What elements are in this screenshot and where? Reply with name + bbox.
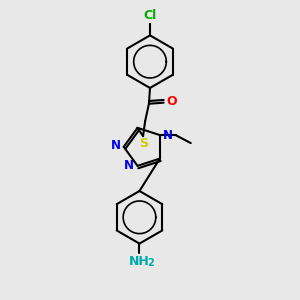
Text: N: N <box>163 129 173 142</box>
Text: 2: 2 <box>148 258 154 268</box>
Text: S: S <box>140 137 148 150</box>
Text: NH: NH <box>129 255 150 268</box>
Text: O: O <box>167 95 178 108</box>
Text: Cl: Cl <box>143 9 157 22</box>
Text: N: N <box>124 159 134 172</box>
Text: N: N <box>111 139 121 152</box>
